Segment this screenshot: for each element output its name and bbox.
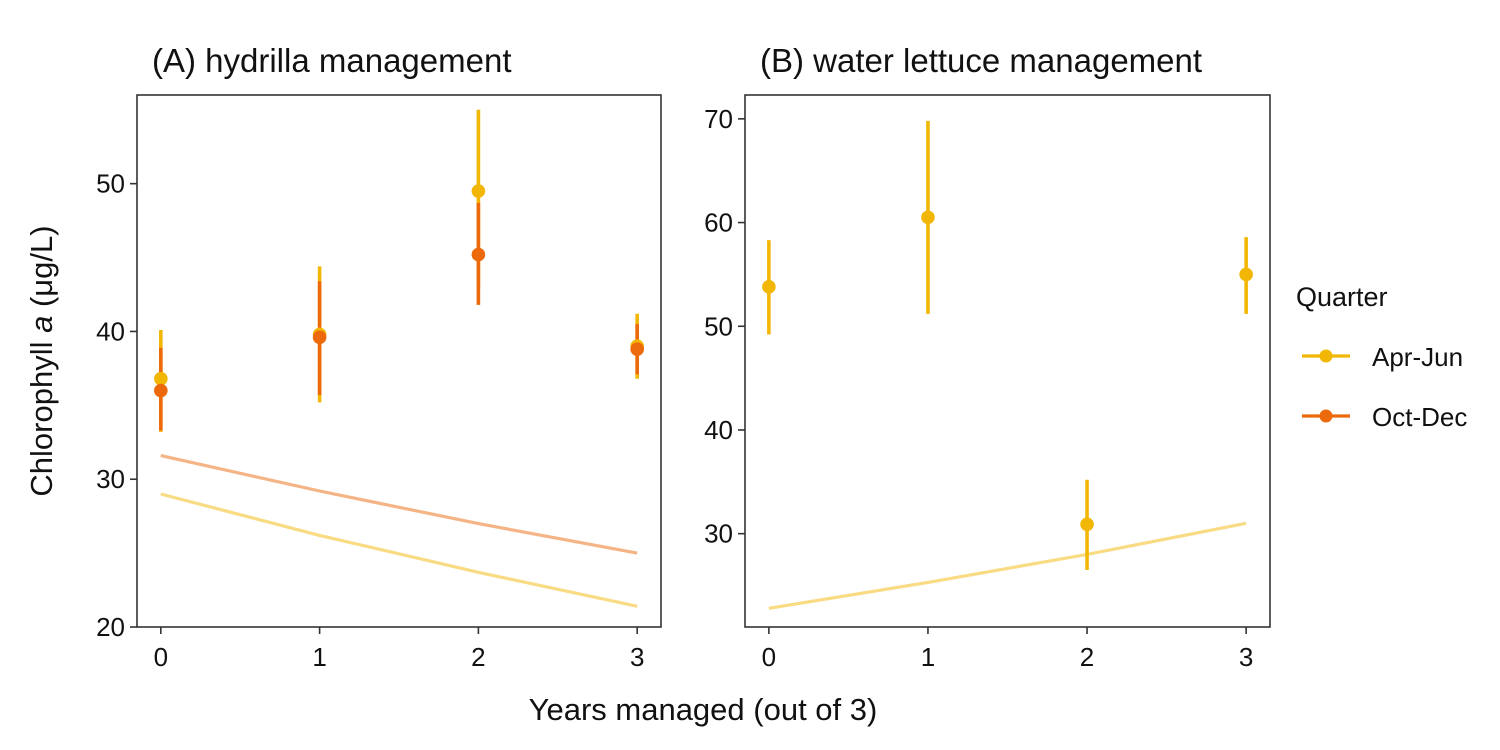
panel-b-water-lettuce: (B) water lettuce management 0 1 2 3 30 40 50 6… bbox=[704, 42, 1271, 672]
panel-a-point bbox=[154, 371, 168, 386]
panel-a-y-tick-label: 40 bbox=[96, 316, 125, 346]
panel-a-hydrilla: (A) hydrilla management 0 1 2 3 20 30 40 50 bbox=[96, 42, 662, 672]
panel-a-x-tick-label: 2 bbox=[471, 642, 485, 672]
panel-a-marks bbox=[154, 109, 644, 432]
panel-b-y-tick-label: 50 bbox=[704, 311, 733, 341]
panel-b-point bbox=[921, 210, 935, 225]
panel-a-x-tick-label: 3 bbox=[630, 642, 644, 672]
panel-a-y-tick-label: 30 bbox=[96, 464, 125, 494]
panel-a-y-tick-label: 50 bbox=[96, 169, 125, 199]
legend-key-point-apr-jun bbox=[1319, 349, 1333, 363]
panel-b-x-tick-label: 2 bbox=[1080, 642, 1094, 672]
panel-a-fit-line-apr-jun bbox=[160, 492, 638, 608]
legend-item-apr-jun: Apr-Jun bbox=[1302, 342, 1463, 372]
panel-b-fit-line-apr-jun bbox=[768, 521, 1247, 610]
panel-b-x-tick-label: 1 bbox=[921, 642, 935, 672]
panel-b-point bbox=[1080, 517, 1094, 532]
y-axis-title: Chlorophyll a (μg/L) bbox=[24, 225, 59, 496]
panel-b-frame bbox=[744, 94, 1271, 628]
panel-a-point bbox=[471, 247, 486, 262]
y-axis-title-suffix: (μg/L) bbox=[24, 225, 59, 315]
y-axis-title-italic: a bbox=[24, 316, 59, 333]
panel-a-title: (A) hydrilla management bbox=[152, 42, 512, 79]
panel-b-axes: 0 1 2 3 30 40 50 60 70 bbox=[704, 104, 1253, 672]
panel-b-point bbox=[1239, 267, 1253, 282]
panel-a-x-tick-label: 0 bbox=[154, 642, 168, 672]
panel-b-y-tick-label: 60 bbox=[704, 208, 733, 238]
legend-item-oct-dec: Oct-Dec bbox=[1302, 402, 1467, 432]
panel-a-fit-lines bbox=[160, 454, 638, 608]
panel-b-title: (B) water lettuce management bbox=[760, 42, 1202, 79]
panel-a-point bbox=[630, 342, 644, 356]
panel-b-y-tick-label: 40 bbox=[704, 415, 733, 445]
legend-title: Quarter bbox=[1296, 282, 1388, 312]
panel-b-marks bbox=[762, 120, 1253, 570]
panel-b-fit-lines bbox=[768, 521, 1247, 610]
legend-label-apr-jun: Apr-Jun bbox=[1372, 342, 1463, 372]
panel-b-x-tick-label: 0 bbox=[762, 642, 776, 672]
panel-a-point bbox=[312, 330, 327, 345]
legend-label-oct-dec: Oct-Dec bbox=[1372, 402, 1467, 432]
panel-a-frame bbox=[136, 94, 662, 628]
panel-a-point bbox=[154, 383, 168, 398]
panel-b-y-tick-label: 70 bbox=[704, 104, 733, 134]
legend-key-point-oct-dec bbox=[1319, 409, 1333, 423]
panel-a-y-tick-label: 20 bbox=[96, 612, 125, 642]
x-axis-title: Years managed (out of 3) bbox=[529, 692, 878, 727]
legend: Quarter Apr-Jun Oct-Dec bbox=[1296, 282, 1467, 432]
panel-b-point bbox=[762, 280, 776, 294]
panel-b-y-tick-label: 30 bbox=[704, 519, 733, 549]
y-axis-title-prefix: Chlorophyll bbox=[24, 333, 59, 497]
panel-a-axes: 0 1 2 3 20 30 40 50 bbox=[96, 169, 644, 672]
panel-a-point bbox=[471, 184, 486, 198]
panel-b-x-tick-label: 3 bbox=[1239, 642, 1253, 672]
panel-a-x-tick-label: 1 bbox=[312, 642, 326, 672]
panel-a-fit-line-oct-dec bbox=[160, 454, 638, 555]
